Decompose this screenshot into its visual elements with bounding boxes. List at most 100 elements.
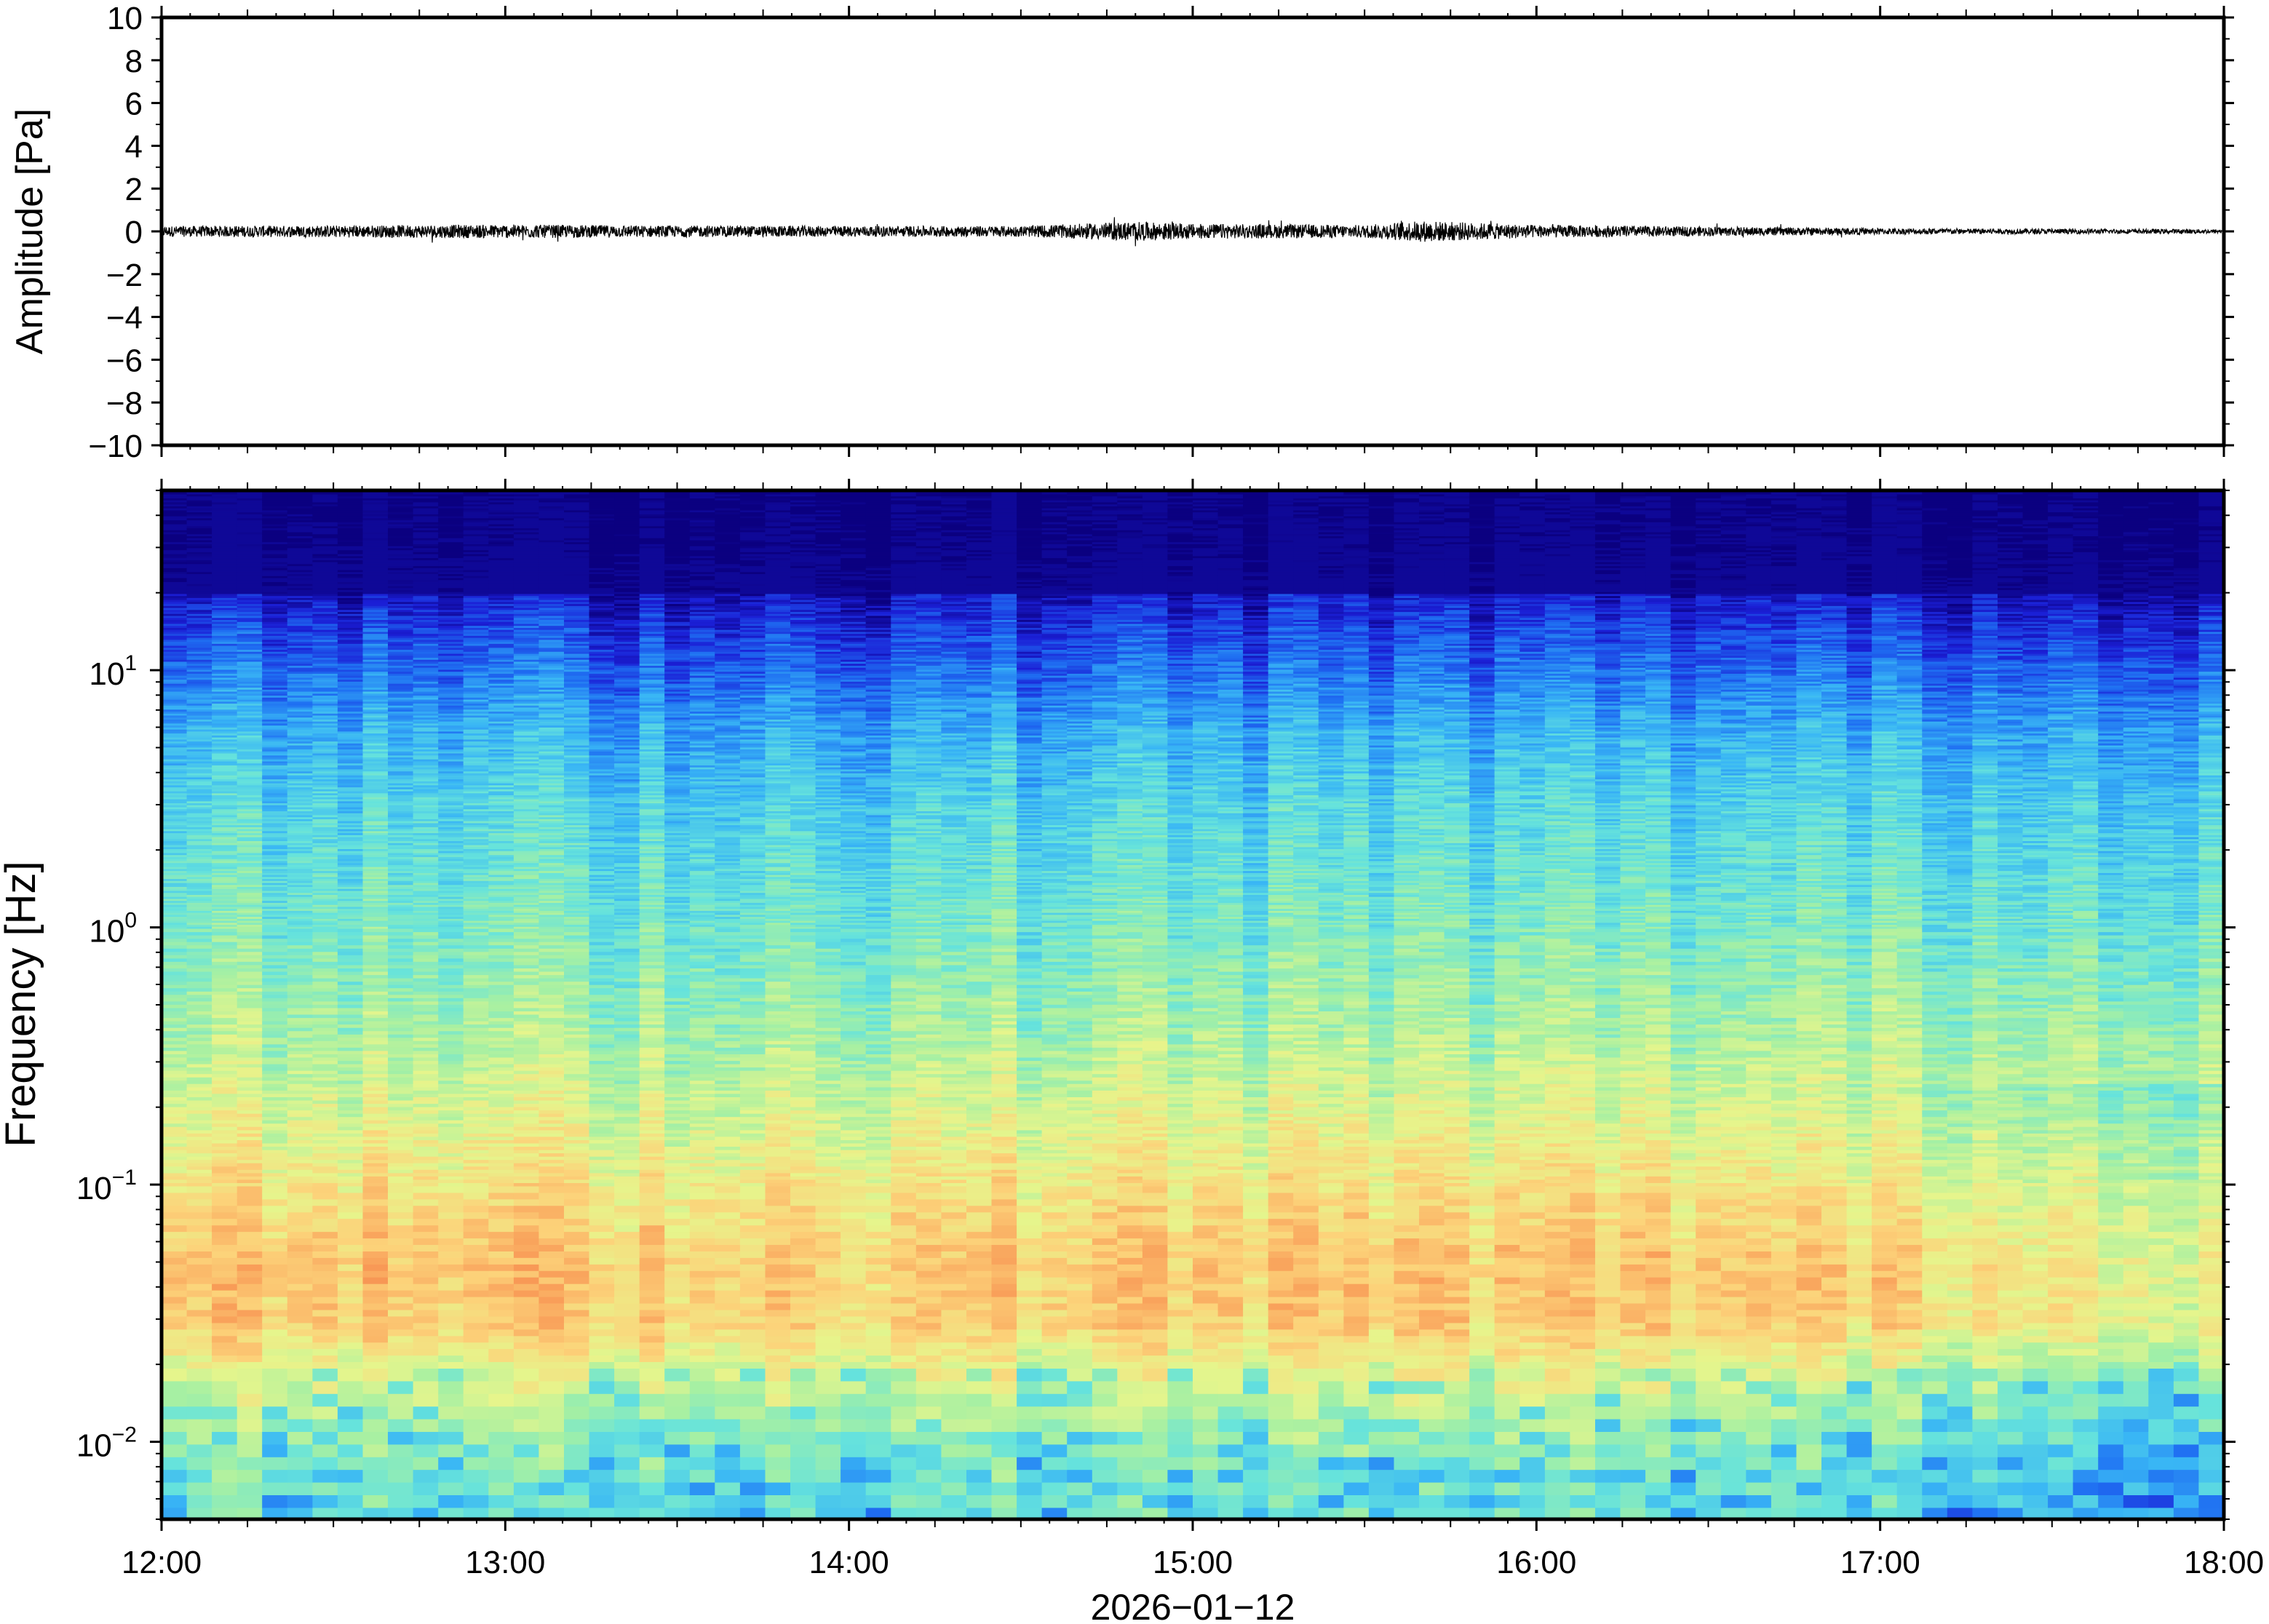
spectrogram-cell <box>488 1457 514 1470</box>
spectrogram-cell <box>262 1310 287 1318</box>
spectrogram-cell <box>287 1336 313 1343</box>
spectrogram-cell <box>287 1349 313 1356</box>
spectrogram-cell <box>287 945 313 949</box>
spectrogram-cell <box>488 1265 514 1272</box>
spectrogram-cell <box>187 1291 212 1298</box>
spectrogram-cell <box>212 1284 237 1291</box>
spectrogram-cell <box>312 1394 338 1407</box>
spectrogram-cell <box>237 1232 263 1239</box>
spectrogram-cell <box>363 1127 389 1131</box>
spectrogram-cell <box>388 1245 413 1252</box>
spectrogram-cell <box>388 955 413 959</box>
spectrogram-cell <box>488 1316 514 1324</box>
spectrogram-cell <box>262 1349 287 1356</box>
spectrogram-cell <box>363 1193 389 1201</box>
spectrogram-cell <box>338 1304 363 1311</box>
spectrogram-cell <box>212 1258 237 1265</box>
spectrogram-cell <box>388 1323 413 1330</box>
spectrogram-cell <box>338 1394 363 1407</box>
spectrogram-cell <box>338 945 363 949</box>
spectrogram-cell <box>438 1349 464 1356</box>
spectrogram-cell <box>388 1058 413 1062</box>
spectrogram-cell <box>287 1137 313 1140</box>
spectrogram-cell <box>464 1238 489 1246</box>
spectrogram-cell <box>162 1457 187 1470</box>
spectrogram-cell <box>363 1137 389 1140</box>
spectrogram-cell <box>287 1297 313 1305</box>
spectrogram-cell <box>438 1153 464 1157</box>
spectrogram-cell <box>488 1278 514 1285</box>
spectrogram-cell <box>162 1284 187 1291</box>
spectrogram-cell <box>237 1199 263 1206</box>
spectrogram-cell <box>237 1041 263 1045</box>
spectrogram-cell <box>287 1470 313 1483</box>
spectrogram-cell <box>338 936 363 939</box>
spectrogram-cell <box>388 1225 413 1233</box>
spectrogram-cell <box>338 1212 363 1219</box>
spectrogram-cell <box>312 1084 338 1088</box>
spectrogram-cell <box>312 929 338 933</box>
spectrogram-cell <box>388 1179 413 1183</box>
spectrogram-cell <box>488 1110 514 1114</box>
waveform-y-tick-label: −10 <box>88 429 143 464</box>
spectrogram-cell <box>388 1199 413 1206</box>
spectrogram-cell <box>413 1094 439 1097</box>
spectrogram-cell <box>338 1015 363 1019</box>
spectrogram-cell <box>488 1304 514 1311</box>
spectrogram-cell <box>338 1406 363 1420</box>
spectrogram-cell <box>162 1024 187 1028</box>
spectrogram-cell <box>262 1153 287 1157</box>
spectrogram-cell <box>262 979 287 982</box>
spectrogram-cell <box>237 1394 263 1407</box>
waveform-y-axis-label: Amplitude [Pa] <box>9 108 51 354</box>
spectrogram-cell <box>312 1336 338 1343</box>
spectrogram-cell <box>464 1381 489 1394</box>
spectrogram-cell <box>187 1245 212 1252</box>
spectrogram-cell <box>237 1015 263 1019</box>
spectrogram-cell <box>287 1284 313 1291</box>
spectrogram-cell <box>262 1024 287 1028</box>
spectrogram-cell <box>338 1005 363 1008</box>
spectrogram-cell <box>187 1278 212 1285</box>
spectrogram-cell <box>413 1245 439 1252</box>
spectrogram-cell <box>413 1238 439 1246</box>
spectrogram-cell <box>212 1067 237 1071</box>
spectrogram-cell <box>413 1074 439 1078</box>
spectrogram-cell <box>262 998 287 1002</box>
spectrogram-cell <box>363 1394 389 1407</box>
spectrogram-cell <box>338 1232 363 1239</box>
spectrogram-cell <box>212 998 237 1002</box>
spectrogram-cell <box>363 1271 389 1278</box>
spectrogram-cell <box>488 1121 514 1124</box>
spectrogram-cell <box>464 1031 489 1035</box>
spectrogram-cell <box>488 1444 514 1457</box>
spectrogram-cell <box>237 1495 263 1508</box>
spectrogram-cell <box>287 1495 313 1508</box>
waveform-y-tick-label: −8 <box>106 386 143 421</box>
spectrogram-cell <box>338 1457 363 1470</box>
spectrogram-cell <box>162 1212 187 1219</box>
spectrogram-cell <box>212 1163 237 1167</box>
spectrogram-cell <box>262 1495 287 1508</box>
spectrogram-cell <box>413 1349 439 1356</box>
spectrogram-cell <box>464 1199 489 1206</box>
spectrogram-cell <box>388 1329 413 1337</box>
spectrogram-cell <box>212 1457 237 1470</box>
spectrogram-cell <box>262 1483 287 1496</box>
spectrogram-cell <box>363 1121 389 1124</box>
spectrogram-cell <box>413 1187 439 1194</box>
spectrogram-cell <box>464 1232 489 1239</box>
spectrogram-cell <box>287 1199 313 1206</box>
spectrogram-cell <box>363 1031 389 1035</box>
spectrogram-cell <box>413 1483 439 1496</box>
spectrogram-cell <box>388 1005 413 1008</box>
spectrogram-cell <box>438 1323 464 1330</box>
spectrogram-cell <box>488 1137 514 1140</box>
spectrogram-cell <box>312 1457 338 1470</box>
spectrogram-cell <box>438 1342 464 1350</box>
spectrogram-cell <box>212 1041 237 1045</box>
spectrogram-cell <box>212 1406 237 1420</box>
spectrogram-cell <box>262 1420 287 1433</box>
spectrogram-cell <box>312 1271 338 1278</box>
spectrogram-cell <box>212 955 237 959</box>
